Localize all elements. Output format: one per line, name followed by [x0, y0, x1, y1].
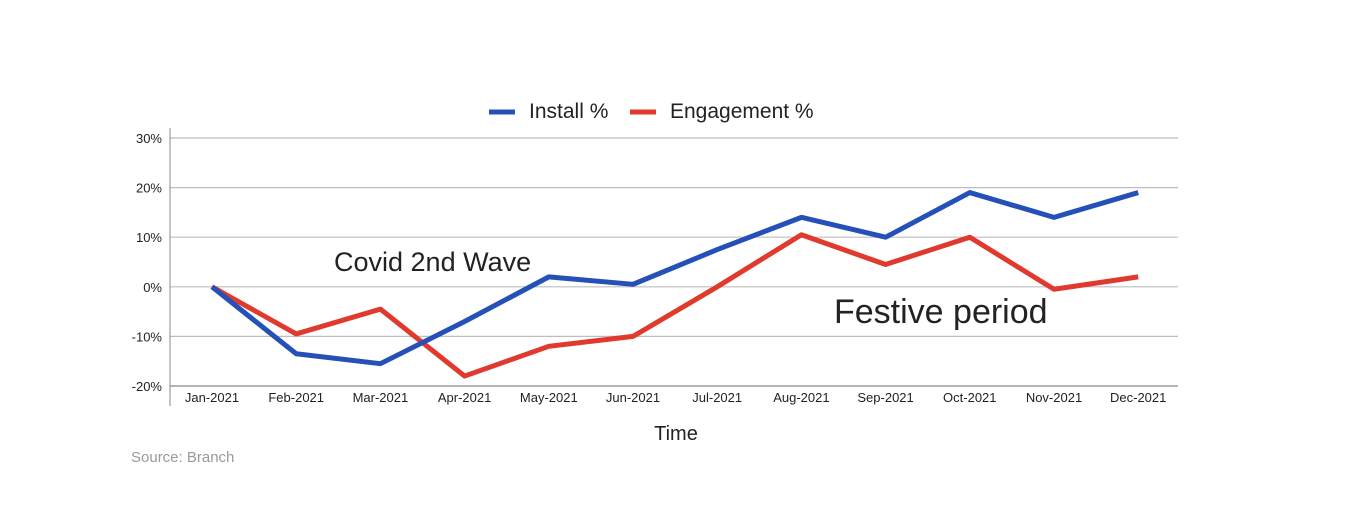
series-lines [210, 190, 1139, 379]
x-tick-label: Oct-2021 [943, 390, 996, 405]
x-tick-label: Apr-2021 [438, 390, 491, 405]
y-tick-label: 30% [136, 131, 162, 146]
y-tick-label: 0% [143, 280, 162, 295]
y-tick-labels: 30% 20% 10% 0% -10% -20% [132, 131, 163, 394]
x-tick-label: Dec-2021 [1110, 390, 1166, 405]
x-tick-label: Feb-2021 [268, 390, 324, 405]
y-tick-label: -10% [132, 329, 163, 344]
x-tick-label: Jun-2021 [606, 390, 660, 405]
legend-label: Engagement % [670, 100, 814, 123]
legend-label: Install % [529, 100, 608, 123]
legend: Install % Engagement % [489, 100, 814, 123]
y-tick-label: 10% [136, 230, 162, 245]
x-tick-label: Sep-2021 [857, 390, 913, 405]
source-note: Source: Branch [131, 449, 234, 466]
gridlines [170, 137, 1178, 387]
x-tick-label: May-2021 [520, 390, 578, 405]
x-tick-label: Aug-2021 [773, 390, 829, 405]
y-tick-label: -20% [132, 379, 163, 394]
annotation-festive-period: Festive period [834, 293, 1048, 331]
annotation-covid-2nd-wave: Covid 2nd Wave [334, 247, 531, 277]
series-line-engagement [210, 232, 1139, 379]
x-tick-labels: Jan-2021 Feb-2021 Mar-2021 Apr-2021 May-2021… [185, 390, 1166, 405]
y-tick-label: 20% [136, 181, 162, 196]
x-tick-label: Jul-2021 [692, 390, 742, 405]
x-tick-label: Mar-2021 [353, 390, 409, 405]
x-tick-label: Nov-2021 [1026, 390, 1082, 405]
x-tick-label: Jan-2021 [185, 390, 239, 405]
series-line-install [210, 190, 1139, 367]
x-axis-label: Time [654, 423, 698, 445]
